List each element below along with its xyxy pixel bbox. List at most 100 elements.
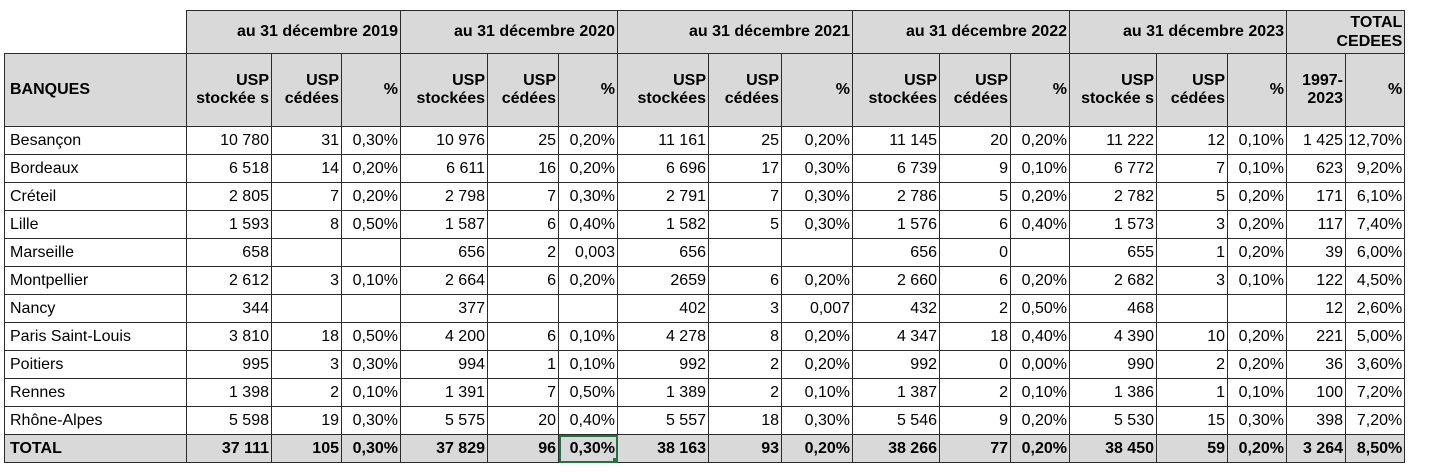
stocked-cell[interactable]: 38 163 xyxy=(617,434,709,463)
pct-cell[interactable]: 0,30% xyxy=(558,182,618,211)
pct-cell[interactable] xyxy=(1010,238,1070,267)
ceded-cell[interactable]: 18 xyxy=(708,406,782,435)
pct-cell[interactable]: 0,20% xyxy=(1227,322,1287,351)
ceded-cell[interactable]: 12 xyxy=(1156,126,1228,155)
ceded-cell[interactable]: 3 xyxy=(271,350,342,379)
stocked-cell[interactable]: 11 145 xyxy=(852,126,940,155)
ceded-cell[interactable]: 9 xyxy=(939,406,1011,435)
pct-cell[interactable]: 0,40% xyxy=(558,210,618,239)
pct-cell[interactable]: 0,20% xyxy=(1227,238,1287,267)
ceded-cell[interactable]: 25 xyxy=(708,126,782,155)
ceded-cell[interactable]: 18 xyxy=(271,322,342,351)
stocked-cell[interactable]: 38 266 xyxy=(852,434,940,463)
pct-cell[interactable]: 0,10% xyxy=(781,378,853,407)
stocked-cell[interactable]: 658 xyxy=(186,238,272,267)
total-pct-cell[interactable]: 9,20% xyxy=(1344,154,1406,183)
stocked-cell[interactable]: 3 810 xyxy=(186,322,272,351)
stocked-cell[interactable]: 5 530 xyxy=(1069,406,1157,435)
ceded-cell[interactable]: 9 xyxy=(939,154,1011,183)
total-ceded-cell[interactable]: 221 xyxy=(1286,322,1346,351)
ceded-cell[interactable]: 2 xyxy=(939,294,1011,323)
stocked-cell[interactable]: 2 798 xyxy=(400,182,488,211)
bank-name-cell[interactable]: Marseille xyxy=(4,238,187,267)
pct-cell[interactable]: 0,20% xyxy=(1227,182,1287,211)
pct-cell[interactable]: 0,10% xyxy=(1010,378,1070,407)
pct-cell[interactable]: 0,20% xyxy=(1227,350,1287,379)
pct-cell[interactable]: 0,20% xyxy=(781,266,853,295)
pct-cell[interactable]: 0,30% xyxy=(558,434,618,463)
ceded-cell[interactable]: 3 xyxy=(271,266,342,295)
ceded-cell[interactable]: 25 xyxy=(487,126,559,155)
year-header[interactable]: au 31 décembre 2022 xyxy=(852,10,1070,54)
pct-cell[interactable]: 0,20% xyxy=(1010,406,1070,435)
usp-stocked-header[interactable]: USP stockées xyxy=(617,53,709,127)
stocked-cell[interactable]: 402 xyxy=(617,294,709,323)
ceded-cell[interactable]: 16 xyxy=(487,154,559,183)
pct-cell[interactable]: 0,20% xyxy=(781,434,853,463)
ceded-cell[interactable]: 1 xyxy=(1156,378,1228,407)
ceded-cell[interactable] xyxy=(1156,294,1228,323)
usp-stocked-header[interactable]: USP stockée s xyxy=(1069,53,1157,127)
total-ceded-cell[interactable]: 623 xyxy=(1286,154,1346,183)
stocked-cell[interactable]: 1 587 xyxy=(400,210,488,239)
year-header[interactable]: au 31 décembre 2019 xyxy=(186,10,401,54)
ceded-cell[interactable]: 3 xyxy=(1156,210,1228,239)
bank-name-cell[interactable]: Bordeaux xyxy=(4,154,187,183)
stocked-cell[interactable]: 344 xyxy=(186,294,272,323)
ceded-cell[interactable] xyxy=(271,294,342,323)
stocked-cell[interactable]: 990 xyxy=(1069,350,1157,379)
bank-name-cell[interactable]: Paris Saint-Louis xyxy=(4,322,187,351)
total-ceded-cell[interactable]: 36 xyxy=(1286,350,1346,379)
stocked-cell[interactable]: 2 660 xyxy=(852,266,940,295)
ceded-cell[interactable]: 0 xyxy=(939,350,1011,379)
ceded-cell[interactable]: 10 xyxy=(1156,322,1228,351)
stocked-cell[interactable]: 6 772 xyxy=(1069,154,1157,183)
stocked-cell[interactable]: 1 573 xyxy=(1069,210,1157,239)
stocked-cell[interactable]: 2 805 xyxy=(186,182,272,211)
ceded-cell[interactable]: 1 xyxy=(487,350,559,379)
pct-cell[interactable] xyxy=(341,238,401,267)
ceded-cell[interactable]: 7 xyxy=(708,182,782,211)
pct-header[interactable]: % xyxy=(1010,53,1070,127)
pct-cell[interactable]: 0,10% xyxy=(1227,126,1287,155)
bank-name-cell[interactable]: Lille xyxy=(4,210,187,239)
ceded-cell[interactable]: 7 xyxy=(271,182,342,211)
pct-cell[interactable]: 0,50% xyxy=(341,322,401,351)
pct-cell[interactable]: 0,20% xyxy=(1227,210,1287,239)
pct-header[interactable]: % xyxy=(1227,53,1287,127)
stocked-cell[interactable]: 6 518 xyxy=(186,154,272,183)
pct-cell[interactable]: 0,20% xyxy=(781,350,853,379)
ceded-cell[interactable]: 6 xyxy=(939,210,1011,239)
ceded-cell[interactable] xyxy=(487,294,559,323)
pct-header[interactable]: % xyxy=(1344,53,1406,127)
ceded-cell[interactable]: 7 xyxy=(1156,154,1228,183)
stocked-cell[interactable]: 1 391 xyxy=(400,378,488,407)
ceded-cell[interactable]: 93 xyxy=(708,434,782,463)
stocked-cell[interactable]: 994 xyxy=(400,350,488,379)
stocked-cell[interactable]: 2 682 xyxy=(1069,266,1157,295)
stocked-cell[interactable]: 2 612 xyxy=(186,266,272,295)
stocked-cell[interactable]: 2 786 xyxy=(852,182,940,211)
stocked-cell[interactable]: 5 557 xyxy=(617,406,709,435)
total-pct-cell[interactable]: 4,50% xyxy=(1344,266,1406,295)
stocked-cell[interactable]: 1 387 xyxy=(852,378,940,407)
total-ceded-cell[interactable]: 398 xyxy=(1286,406,1346,435)
ceded-cell[interactable]: 7 xyxy=(487,378,559,407)
pct-cell[interactable]: 0,10% xyxy=(1227,266,1287,295)
pct-cell[interactable]: 0,40% xyxy=(1010,210,1070,239)
bank-name-cell[interactable]: Besançon xyxy=(4,126,187,155)
stocked-cell[interactable]: 992 xyxy=(617,350,709,379)
stocked-cell[interactable]: 656 xyxy=(617,238,709,267)
pct-cell[interactable]: 0,20% xyxy=(1010,434,1070,463)
pct-header[interactable]: % xyxy=(781,53,853,127)
stocked-cell[interactable]: 1 582 xyxy=(617,210,709,239)
pct-cell[interactable]: 0,10% xyxy=(558,322,618,351)
total-pct-cell[interactable]: 7,40% xyxy=(1344,210,1406,239)
pct-cell[interactable]: 0,20% xyxy=(1010,266,1070,295)
pct-header[interactable]: % xyxy=(558,53,618,127)
ceded-cell[interactable]: 2 xyxy=(708,378,782,407)
usp-ceded-header[interactable]: USP cédées xyxy=(271,53,342,127)
pct-cell[interactable]: 0,003 xyxy=(558,238,618,267)
pct-cell[interactable]: 0,30% xyxy=(341,126,401,155)
bank-name-cell[interactable]: Montpellier xyxy=(4,266,187,295)
